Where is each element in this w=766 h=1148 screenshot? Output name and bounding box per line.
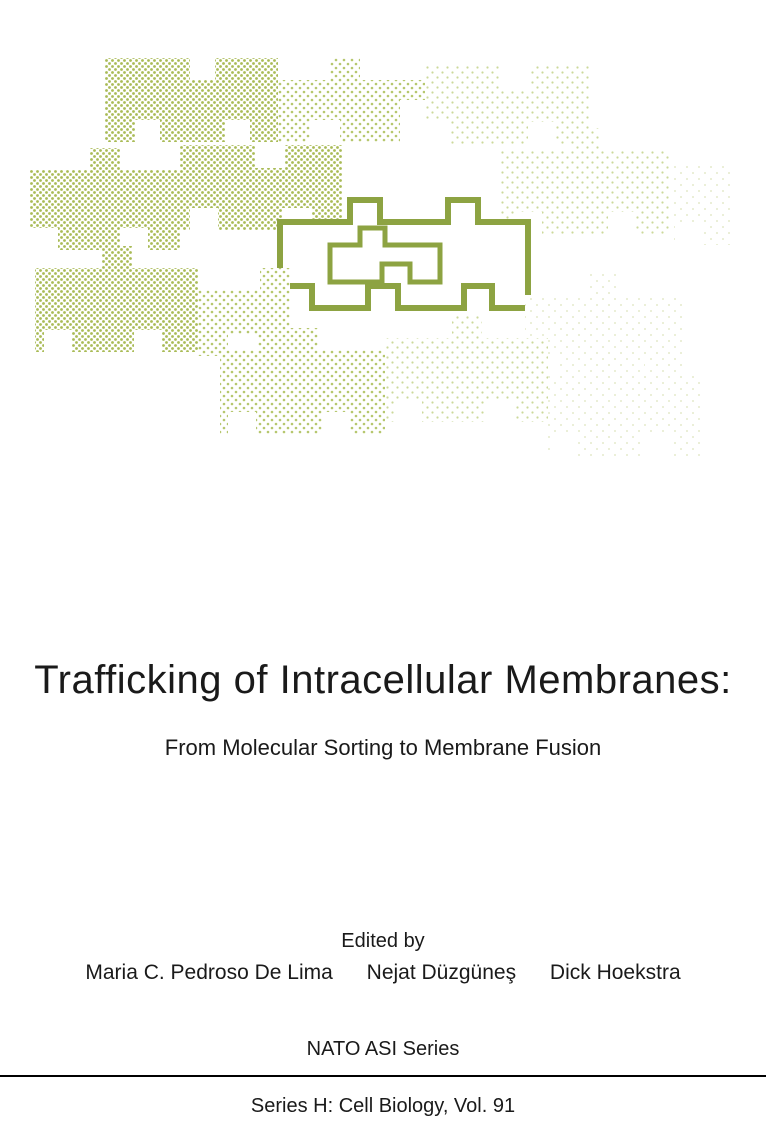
- title-block: Trafficking of Intracellular Membranes: …: [0, 655, 766, 761]
- edited-by-label: Edited by: [0, 930, 766, 953]
- editor-name: Maria C. Pedroso De Lima: [85, 961, 332, 985]
- editor-name: Nejat Düzgüneş: [367, 961, 516, 985]
- series-name: NATO ASI Series: [0, 1024, 766, 1075]
- series-volume: Series H: Cell Biology, Vol. 91: [0, 1077, 766, 1148]
- editor-name: Dick Hoekstra: [550, 961, 681, 985]
- cover-graphic: [30, 50, 730, 470]
- book-title: Trafficking of Intracellular Membranes:: [0, 655, 766, 705]
- editors-block: Edited by Maria C. Pedroso De Lima Nejat…: [0, 930, 766, 985]
- editor-names: Maria C. Pedroso De Lima Nejat Düzgüneş …: [0, 961, 766, 985]
- series-block: NATO ASI Series Series H: Cell Biology, …: [0, 1024, 766, 1148]
- book-subtitle: From Molecular Sorting to Membrane Fusio…: [0, 735, 766, 761]
